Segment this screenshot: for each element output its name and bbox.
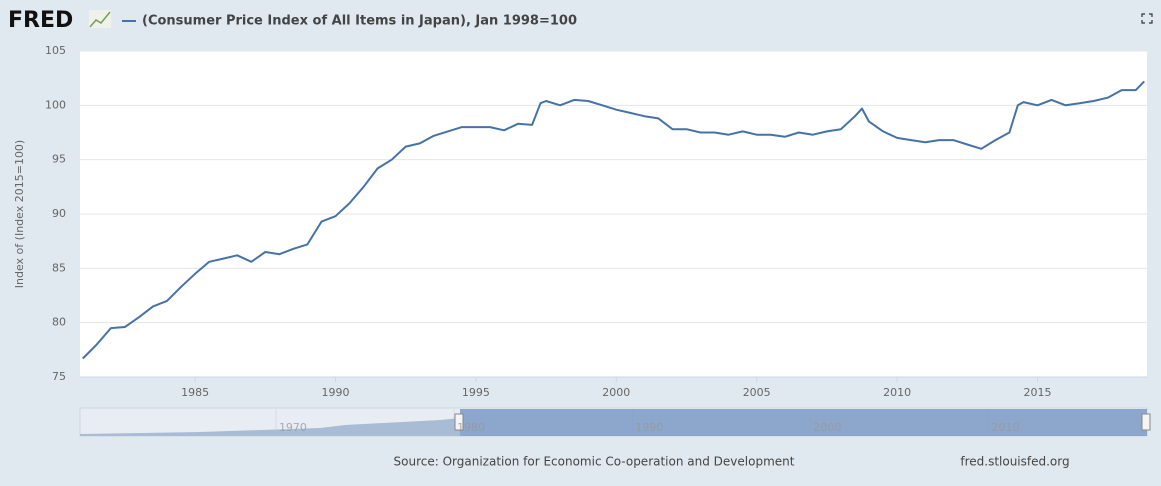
navigator-selection[interactable] xyxy=(460,409,1147,436)
x-tick-label: 2000 xyxy=(602,386,630,399)
navigator-tick-label: 1980 xyxy=(457,421,485,434)
y-tick-label: 75 xyxy=(52,370,66,383)
x-tick-label: 1995 xyxy=(462,386,490,399)
y-tick-label: 90 xyxy=(52,207,66,220)
x-tick-label: 2005 xyxy=(743,386,771,399)
y-tick-label: 80 xyxy=(52,316,66,329)
y-tick-label: 85 xyxy=(52,261,66,274)
y-axis-label: Index of (Index 2015=100) xyxy=(13,140,26,288)
y-tick-label: 95 xyxy=(52,153,66,166)
series-line xyxy=(82,80,1145,360)
navigator-tick-label: 1970 xyxy=(279,421,307,434)
x-tick-label: 1990 xyxy=(322,386,350,399)
y-tick-label: 100 xyxy=(45,98,66,111)
navigator-area xyxy=(80,418,460,436)
navigator-handle[interactable] xyxy=(454,413,464,431)
logo[interactable]: FRED xyxy=(8,8,73,33)
navigator-handle[interactable] xyxy=(1141,413,1151,431)
x-tick-label: 2010 xyxy=(883,386,911,399)
site-link[interactable]: fred.stlouisfed.org xyxy=(960,455,1069,469)
fullscreen-icon[interactable] xyxy=(1141,13,1153,24)
y-tick-label: 105 xyxy=(45,44,66,57)
navigator-tick-label: 1990 xyxy=(635,421,663,434)
x-tick-label: 1985 xyxy=(181,386,209,399)
legend-label[interactable]: (Consumer Price Index of All Items in Ja… xyxy=(142,14,577,29)
navigator-tick-label: 2000 xyxy=(813,421,841,434)
source: Source: Organization for Economic Co-ope… xyxy=(394,455,795,469)
navigator-tick-label: 2010 xyxy=(991,421,1019,434)
x-tick-label: 2015 xyxy=(1023,386,1051,399)
logo-icon xyxy=(89,10,111,28)
